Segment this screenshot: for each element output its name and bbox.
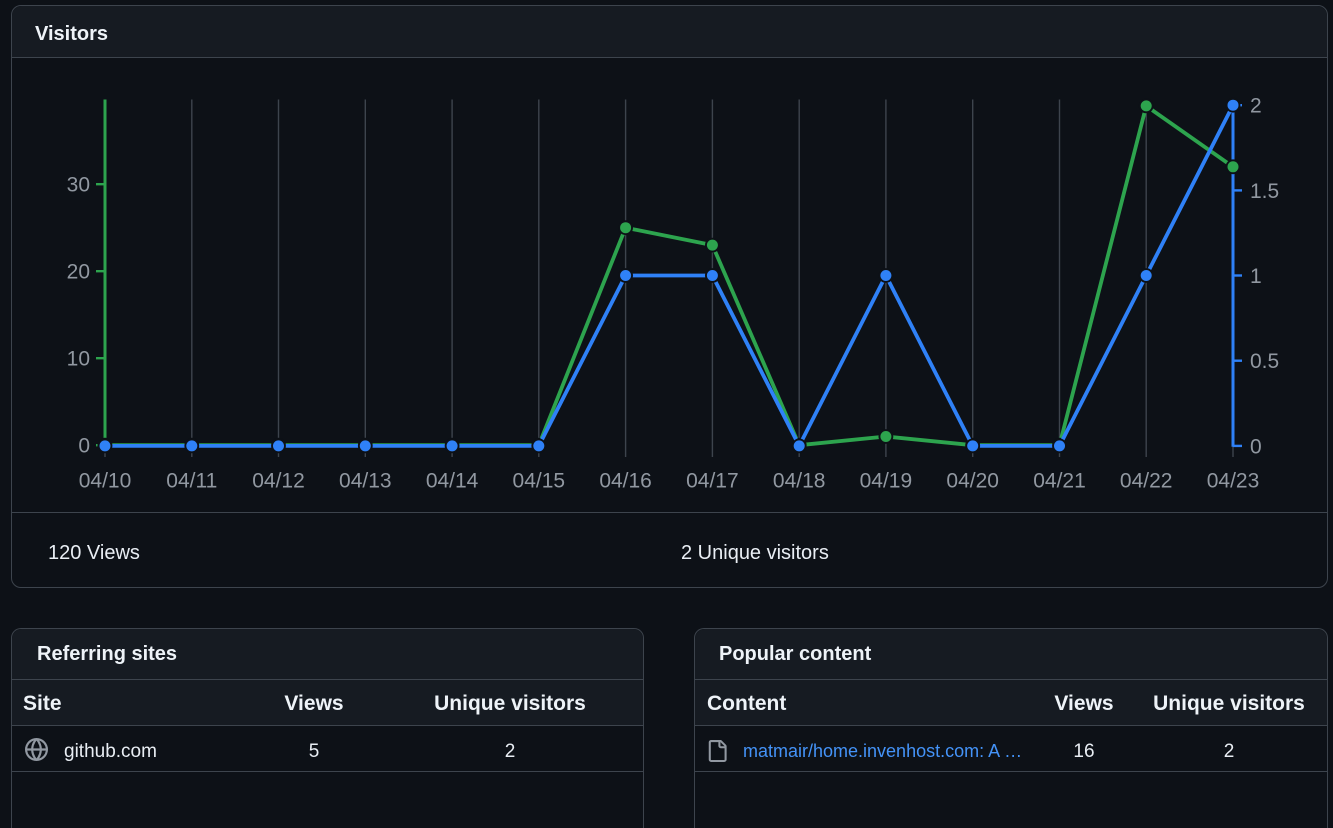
svg-text:04/15: 04/15	[513, 470, 566, 493]
svg-text:04/20: 04/20	[946, 470, 999, 493]
svg-text:1.5: 1.5	[1250, 180, 1279, 203]
svg-text:0: 0	[1250, 435, 1262, 458]
svg-text:0.5: 0.5	[1250, 350, 1279, 373]
svg-text:04/12: 04/12	[252, 470, 305, 493]
svg-text:20: 20	[67, 261, 90, 284]
svg-text:04/19: 04/19	[860, 470, 913, 493]
svg-text:10: 10	[67, 348, 90, 371]
svg-text:04/18: 04/18	[773, 470, 826, 493]
svg-text:04/17: 04/17	[686, 470, 739, 493]
svg-text:0: 0	[78, 435, 90, 458]
svg-text:04/16: 04/16	[599, 470, 652, 493]
svg-text:30: 30	[67, 174, 90, 197]
svg-text:04/10: 04/10	[79, 470, 132, 493]
svg-text:04/22: 04/22	[1120, 470, 1173, 493]
svg-text:1: 1	[1250, 265, 1262, 288]
svg-text:04/14: 04/14	[426, 470, 479, 493]
svg-text:04/23: 04/23	[1207, 470, 1260, 493]
svg-text:04/11: 04/11	[166, 470, 217, 493]
svg-text:2: 2	[1250, 95, 1262, 118]
svg-text:04/13: 04/13	[339, 470, 392, 493]
svg-text:04/21: 04/21	[1033, 470, 1086, 493]
